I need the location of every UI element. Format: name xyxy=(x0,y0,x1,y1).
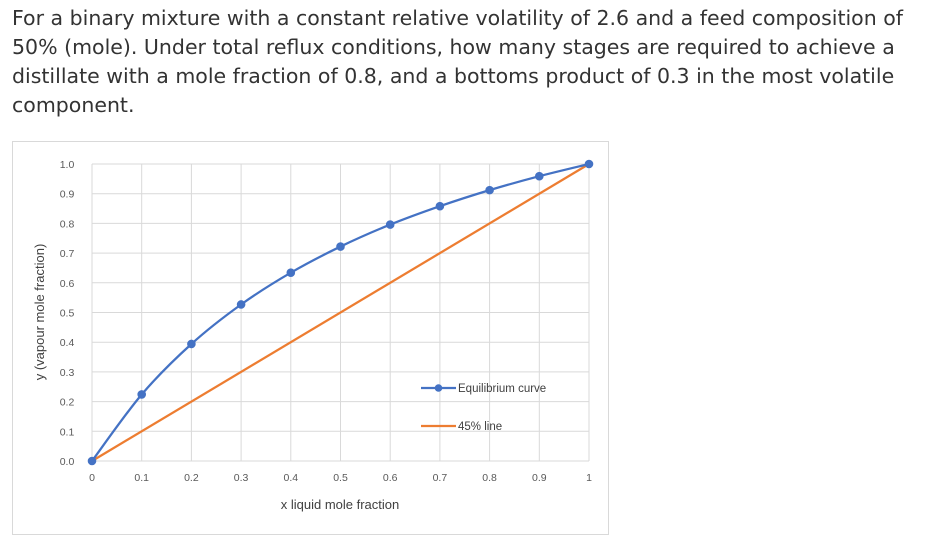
y-tick-label: 0.4 xyxy=(60,337,75,349)
equilibrium-point xyxy=(485,185,494,195)
legend-label: Equilibrium curve xyxy=(458,383,546,395)
y-tick-label: 0.9 xyxy=(60,189,75,201)
x-tick-label: 0.2 xyxy=(184,472,199,484)
equilibrium-point xyxy=(87,456,97,466)
x-tick-label: 0.4 xyxy=(283,472,298,484)
y-tick-label: 0.8 xyxy=(60,218,75,230)
x-tick-label: 0.9 xyxy=(532,472,547,484)
equilibrium-point xyxy=(385,220,395,229)
x-tick-label: 0.1 xyxy=(134,472,149,484)
legend-label: 45% line xyxy=(458,421,502,433)
question-text: For a binary mixture with a constant rel… xyxy=(12,6,903,117)
y-axis-ticks: 0.0 0.1 0.2 0.3 0.4 0.5 0.6 0.7 0.8 0.9 1.0 xyxy=(60,159,75,468)
equilibrium-point xyxy=(286,268,296,278)
y-tick-label: 0.2 xyxy=(60,397,75,409)
chart-legend: Equilibrium curve 45% line xyxy=(421,383,546,433)
x-tick-label: 0.8 xyxy=(482,472,497,484)
x-axis-ticks: 0 0.1 0.2 0.3 0.4 0.5 0.6 0.7 0.8 0.9 1 xyxy=(89,472,592,484)
y-tick-label: 0.7 xyxy=(60,248,75,260)
y-tick-label: 1.0 xyxy=(60,159,75,171)
y-axis-title: y (vapour mole fraction) xyxy=(32,244,47,381)
x-axis-title: x liquid mole fraction xyxy=(281,497,400,512)
equilibrium-point xyxy=(336,242,345,251)
equilibrium-point xyxy=(435,201,445,211)
x-tick-label: 0.7 xyxy=(433,472,448,484)
y-tick-label: 0.5 xyxy=(60,308,75,320)
y-tick-label: 0.0 xyxy=(60,456,75,468)
y-tick-label: 0.6 xyxy=(60,278,75,290)
x-tick-label: 0.5 xyxy=(333,472,348,484)
x-tick-label: 0.3 xyxy=(234,472,249,484)
equilibrium-point xyxy=(137,390,146,399)
equilibrium-point xyxy=(584,159,594,169)
chart-series xyxy=(87,159,594,466)
diagonal-line xyxy=(91,163,590,462)
legend-swatch-marker xyxy=(434,384,443,392)
x-tick-label: 0.6 xyxy=(383,472,398,484)
y-tick-label: 0.1 xyxy=(60,426,75,438)
x-tick-label: 0 xyxy=(89,472,95,484)
equilibrium-point xyxy=(187,339,196,349)
x-tick-label: 1 xyxy=(586,472,592,484)
y-tick-label: 0.3 xyxy=(60,367,75,379)
equilibrium-point xyxy=(535,171,544,181)
equilibrium-point xyxy=(236,300,246,309)
chart-area xyxy=(12,141,609,535)
